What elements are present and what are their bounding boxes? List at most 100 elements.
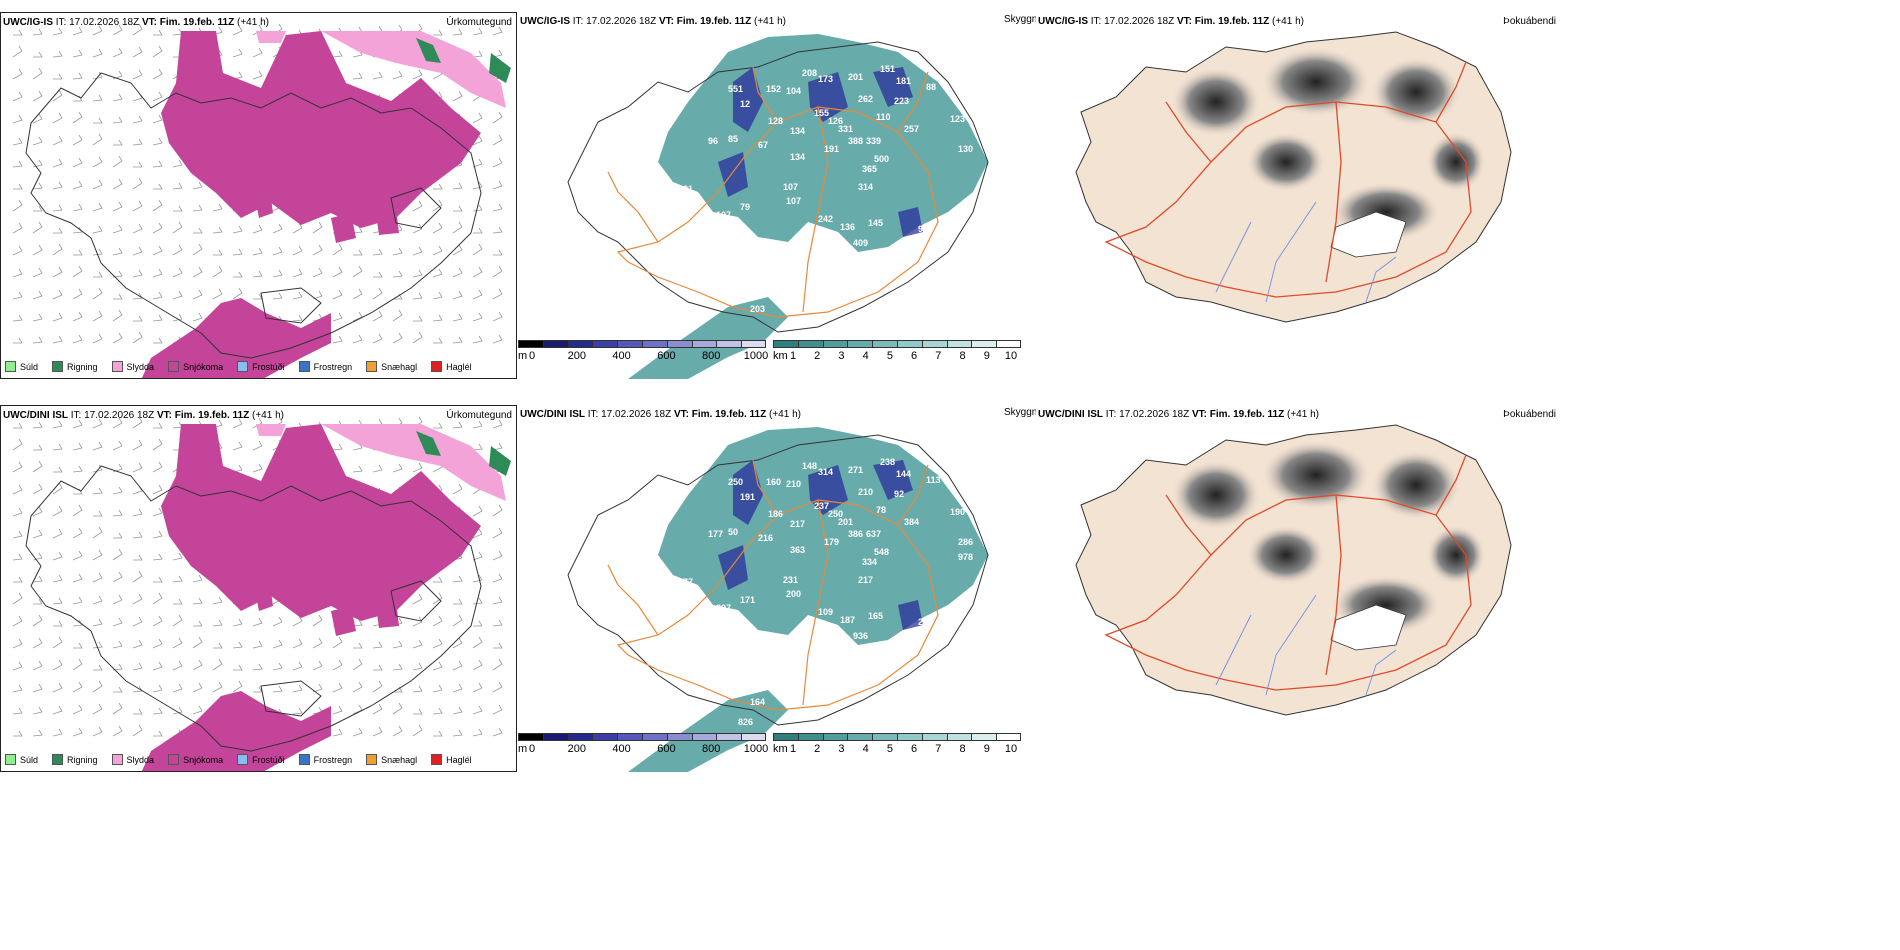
legend-label: Rigning <box>67 361 98 372</box>
wind-barb <box>12 314 23 322</box>
wind-barb <box>132 485 143 495</box>
wind-barb <box>152 684 163 693</box>
wind-barb <box>213 249 223 256</box>
colorbar-cell <box>542 340 568 348</box>
wind-barb <box>32 336 43 344</box>
cloud-base-label: 548 <box>874 547 889 557</box>
wind-barb <box>92 441 103 451</box>
cloud-base-colorbar: m 0 200 400 600 800 1000 <box>518 340 768 362</box>
cloud-base-label: 134 <box>790 126 805 136</box>
wind-barb <box>52 528 63 539</box>
wind-barb <box>452 614 463 627</box>
cloud-base-label: 826 <box>738 717 753 727</box>
colorbar-cell <box>691 733 717 741</box>
wind-barb <box>73 642 83 649</box>
fog-index-panel: UWC/DINI ISL IT: 17.02.2026 18Z VT: Fim.… <box>1036 405 1556 772</box>
wind-barb <box>133 708 143 715</box>
cloud-base-label: 210 <box>858 487 873 497</box>
wind-barb <box>112 594 123 605</box>
wind-barb <box>312 637 323 649</box>
wind-barb <box>92 179 103 190</box>
wind-barb <box>113 532 123 539</box>
wind-barb <box>272 246 283 256</box>
colorbar-cell <box>773 340 798 348</box>
wind-barb <box>72 442 83 451</box>
precip-legend: Súld Rigning Slydda Snjókoma Frostúði Frostre… <box>5 361 472 372</box>
cloud-base-label: 201 <box>848 72 863 82</box>
wind-barb <box>153 730 163 737</box>
wind-barb <box>332 705 343 715</box>
wind-barb <box>132 69 143 80</box>
wind-barb <box>12 553 23 561</box>
colorbar-cell <box>872 340 897 348</box>
colorbar-tick: 3 <box>838 743 845 755</box>
wind-barb <box>52 482 63 495</box>
wind-barb <box>192 266 203 278</box>
colorbar-cell <box>921 733 947 741</box>
wind-barb <box>32 683 43 693</box>
wind-barb <box>12 484 23 495</box>
colorbar-cell <box>617 340 642 348</box>
wind-barb <box>132 200 143 212</box>
colorbar-tick: 1 <box>789 350 797 362</box>
wind-barb <box>272 269 283 278</box>
cloud-base-label: 148 <box>802 461 817 471</box>
cloud-base-label: 128 <box>768 116 783 126</box>
wind-barb <box>252 640 263 649</box>
wind-barb <box>152 160 163 168</box>
precip-map <box>12 416 511 771</box>
legend-item: Súld <box>5 754 38 765</box>
rain-area <box>489 446 511 476</box>
cloud-base-label: 339 <box>866 136 881 146</box>
wind-barb <box>492 111 503 124</box>
wind-barb <box>272 292 283 300</box>
wind-barb <box>12 530 23 539</box>
wind-barb <box>352 619 363 627</box>
colorbar-unit: km <box>773 743 788 755</box>
snow-area <box>161 424 481 621</box>
panel-header: UWC/DINI ISL IT: 17.02.2026 18Z VT: Fim.… <box>520 409 801 420</box>
wind-barb <box>472 135 483 146</box>
wind-barb <box>113 686 123 693</box>
colorbar-tick: 2 <box>814 743 821 755</box>
wind-barb <box>92 703 103 715</box>
model-name: UWC/IG-IS <box>3 17 53 28</box>
wind-barb <box>492 527 503 539</box>
wind-barb <box>472 27 483 36</box>
wind-barb <box>232 641 243 649</box>
colorbar-cell <box>773 733 798 741</box>
wind-barb <box>52 551 63 561</box>
colorbar-cell <box>896 733 922 741</box>
wind-barb <box>492 727 503 737</box>
wind-barb <box>132 593 143 605</box>
wind-barb <box>472 443 483 451</box>
snow-south <box>141 298 331 378</box>
wind-barb <box>392 247 403 256</box>
cloud-base-label: 203 <box>750 304 765 314</box>
wind-barb <box>72 504 83 517</box>
wind-barb <box>432 314 443 322</box>
wind-barb <box>332 728 343 737</box>
wind-barb <box>32 113 43 124</box>
vt-label: VT: <box>1191 409 1207 420</box>
legend-label: Rigning <box>67 754 98 765</box>
wind-barb <box>432 199 443 212</box>
wind-barb <box>272 685 283 693</box>
wind-barb <box>372 333 383 344</box>
cloud-base-label: 210 <box>786 479 801 489</box>
wind-barb <box>292 222 303 234</box>
wind-barb <box>392 663 403 671</box>
cloud-base-label: 177 <box>708 529 723 539</box>
wind-barb <box>52 27 63 36</box>
panel-title: Úrkomutegund <box>446 17 512 28</box>
wind-barb <box>52 728 63 737</box>
wind-barb <box>152 661 163 671</box>
wind-barb <box>12 137 23 146</box>
visibility-panel: UWC/DINI ISL IT: 17.02.2026 18Z VT: Fim.… <box>518 405 1036 772</box>
wind-barb <box>92 287 103 300</box>
legend-label: Súld <box>20 754 39 765</box>
wind-barb <box>492 49 503 58</box>
coastline <box>567 434 989 726</box>
wind-barb <box>32 267 43 278</box>
cloud-base-colorbar: m 0 200 400 600 800 1000 <box>518 733 768 755</box>
